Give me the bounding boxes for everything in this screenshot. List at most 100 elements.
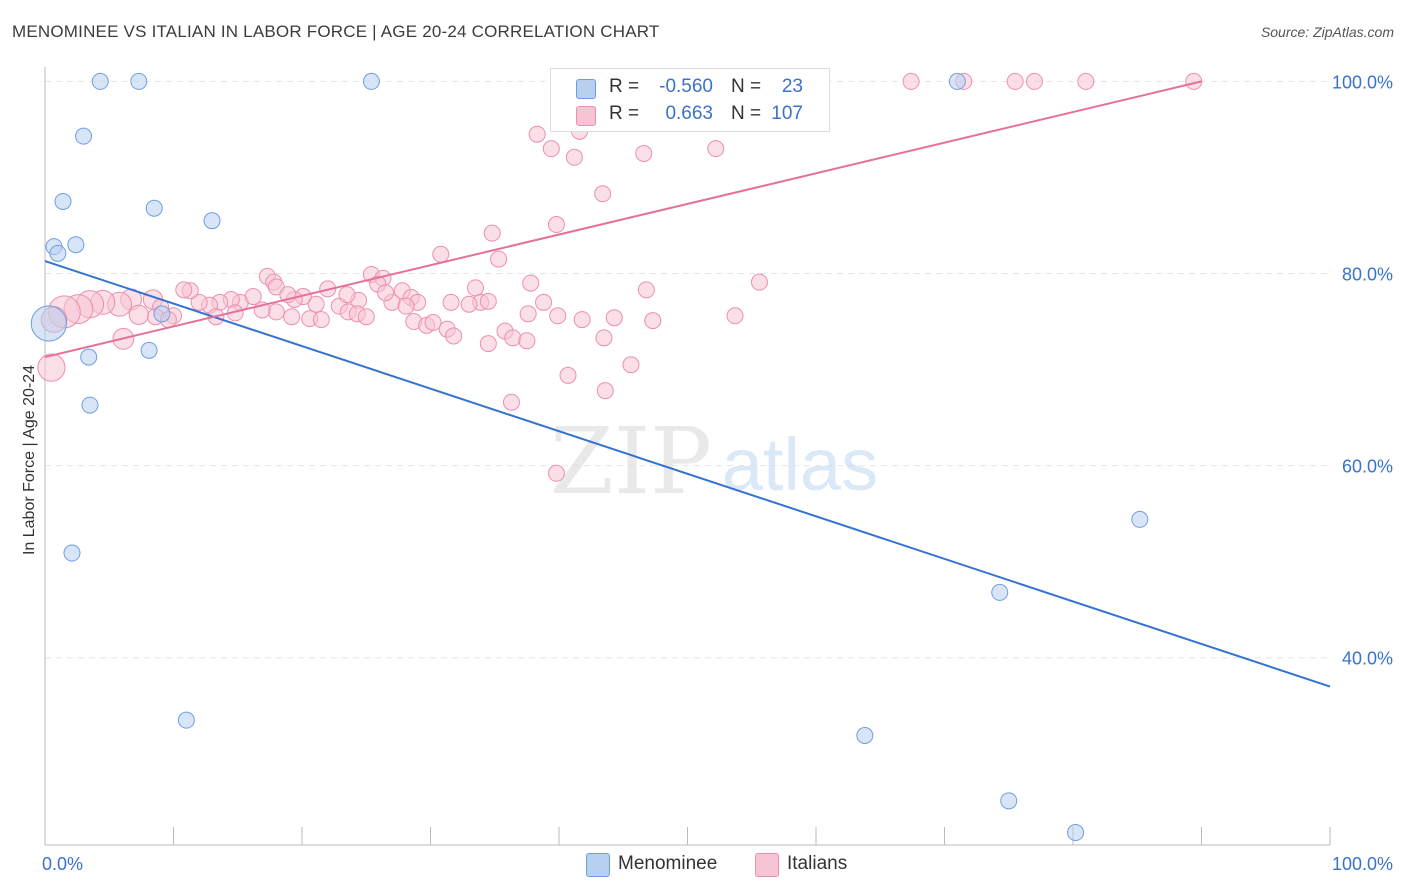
n-label: N = bbox=[731, 76, 762, 97]
italians-point bbox=[377, 284, 395, 302]
italians-point bbox=[307, 295, 325, 313]
italians-point bbox=[635, 144, 653, 162]
menominee-point bbox=[177, 711, 195, 729]
italians-point bbox=[707, 140, 725, 158]
italians-point bbox=[595, 329, 613, 347]
y-tick-labels: 40.0% 60.0% 80.0% 100.0% bbox=[1332, 72, 1393, 668]
italians-point bbox=[518, 332, 536, 350]
italians-point bbox=[528, 125, 546, 143]
italians-point bbox=[175, 281, 193, 299]
chart-title: MENOMINEE VS ITALIAN IN LABOR FORCE | AG… bbox=[12, 22, 660, 41]
italians-point bbox=[424, 313, 442, 331]
menominee-point bbox=[63, 544, 81, 562]
watermark-zip: ZIP bbox=[550, 408, 712, 515]
n-label: N = bbox=[731, 103, 762, 124]
italians-point bbox=[1077, 72, 1095, 90]
italians-point bbox=[357, 308, 375, 326]
menominee-point bbox=[1000, 792, 1018, 810]
italians-point bbox=[622, 356, 640, 374]
y-tick-label: 60.0% bbox=[1342, 457, 1393, 477]
italians-point bbox=[504, 329, 522, 347]
menominee-trend-line bbox=[44, 260, 1331, 688]
italians-point bbox=[559, 366, 577, 384]
italians-point bbox=[573, 311, 591, 329]
gridlines bbox=[45, 80, 1330, 659]
menominee-point bbox=[1067, 824, 1085, 842]
trend-lines bbox=[44, 80, 1331, 688]
italians-point bbox=[547, 464, 565, 482]
menominee-point bbox=[145, 199, 163, 217]
menominee-point bbox=[54, 192, 72, 210]
italians-point bbox=[283, 308, 301, 326]
italians-point bbox=[1025, 72, 1043, 90]
menominee-point bbox=[67, 236, 85, 254]
menominee-point bbox=[991, 583, 1009, 601]
y-tick-label: 80.0% bbox=[1342, 265, 1393, 285]
menominee-point bbox=[948, 72, 966, 90]
italians-point bbox=[1006, 72, 1024, 90]
x-tick-label: 0.0% bbox=[42, 854, 83, 874]
italians-point bbox=[128, 304, 149, 325]
italians-point bbox=[338, 286, 356, 304]
italians-point bbox=[479, 335, 497, 353]
italians-point bbox=[244, 288, 262, 306]
menominee-point bbox=[362, 72, 380, 90]
data-points bbox=[30, 72, 1203, 842]
n-value: 23 bbox=[781, 76, 803, 97]
italians-point bbox=[267, 303, 285, 321]
legend-row-menominee: R = -0.560 N = 23 bbox=[551, 73, 829, 101]
axes bbox=[44, 67, 1331, 846]
r-value: 0.663 bbox=[665, 103, 713, 124]
menominee-swatch-icon bbox=[586, 853, 610, 877]
italians-point bbox=[466, 279, 484, 297]
menominee-point bbox=[1131, 510, 1149, 528]
menominee-point bbox=[80, 348, 98, 366]
y-tick-label: 100.0% bbox=[1332, 72, 1393, 92]
italians-point bbox=[902, 72, 920, 90]
italians-point bbox=[522, 274, 540, 292]
italians-point bbox=[483, 224, 501, 242]
italians-point bbox=[490, 250, 508, 268]
x-tick-labels: 0.0% 100.0% bbox=[42, 854, 1393, 874]
italians-point bbox=[445, 327, 463, 345]
menominee-point bbox=[49, 244, 67, 262]
menominee-point bbox=[91, 72, 109, 90]
x-tick-label: 100.0% bbox=[1332, 854, 1393, 874]
italians-point bbox=[535, 293, 553, 311]
italians-point bbox=[726, 307, 744, 325]
menominee-point bbox=[153, 305, 171, 323]
y-axis-label: In Labor Force | Age 20-24 bbox=[21, 364, 38, 556]
italians-point bbox=[460, 295, 478, 313]
italians-point bbox=[637, 281, 655, 299]
italians-point bbox=[644, 312, 662, 330]
menominee-point bbox=[856, 727, 874, 745]
menominee-point bbox=[203, 212, 221, 230]
menominee-point bbox=[30, 305, 67, 342]
italians-point bbox=[1185, 72, 1203, 90]
italians-point bbox=[502, 393, 520, 411]
italians-point bbox=[312, 311, 330, 329]
italians-point bbox=[596, 382, 614, 400]
italians-point bbox=[442, 293, 460, 311]
italians-swatch-icon bbox=[755, 853, 779, 877]
italians-point bbox=[750, 273, 768, 291]
source-label: Source: ZipAtlas.com bbox=[1260, 24, 1394, 40]
italians-trend-line bbox=[44, 80, 1202, 359]
italians-point bbox=[432, 245, 450, 263]
menominee-point bbox=[140, 341, 158, 359]
r-value: -0.560 bbox=[659, 76, 713, 97]
italians-point bbox=[605, 309, 623, 327]
legend-label: Italians bbox=[787, 853, 848, 874]
italians-point bbox=[37, 353, 66, 382]
italians-point bbox=[565, 148, 583, 166]
italians-point bbox=[397, 297, 415, 315]
italians-point bbox=[547, 216, 565, 234]
watermark-atlas: atlas bbox=[722, 423, 878, 506]
italians-point bbox=[519, 305, 537, 323]
legend-label: Menominee bbox=[618, 853, 718, 874]
italians-point bbox=[542, 140, 560, 158]
italians-point bbox=[549, 307, 567, 325]
legend-row-italians: R = 0.663 N = 107 bbox=[551, 100, 829, 128]
n-value: 107 bbox=[771, 103, 803, 124]
